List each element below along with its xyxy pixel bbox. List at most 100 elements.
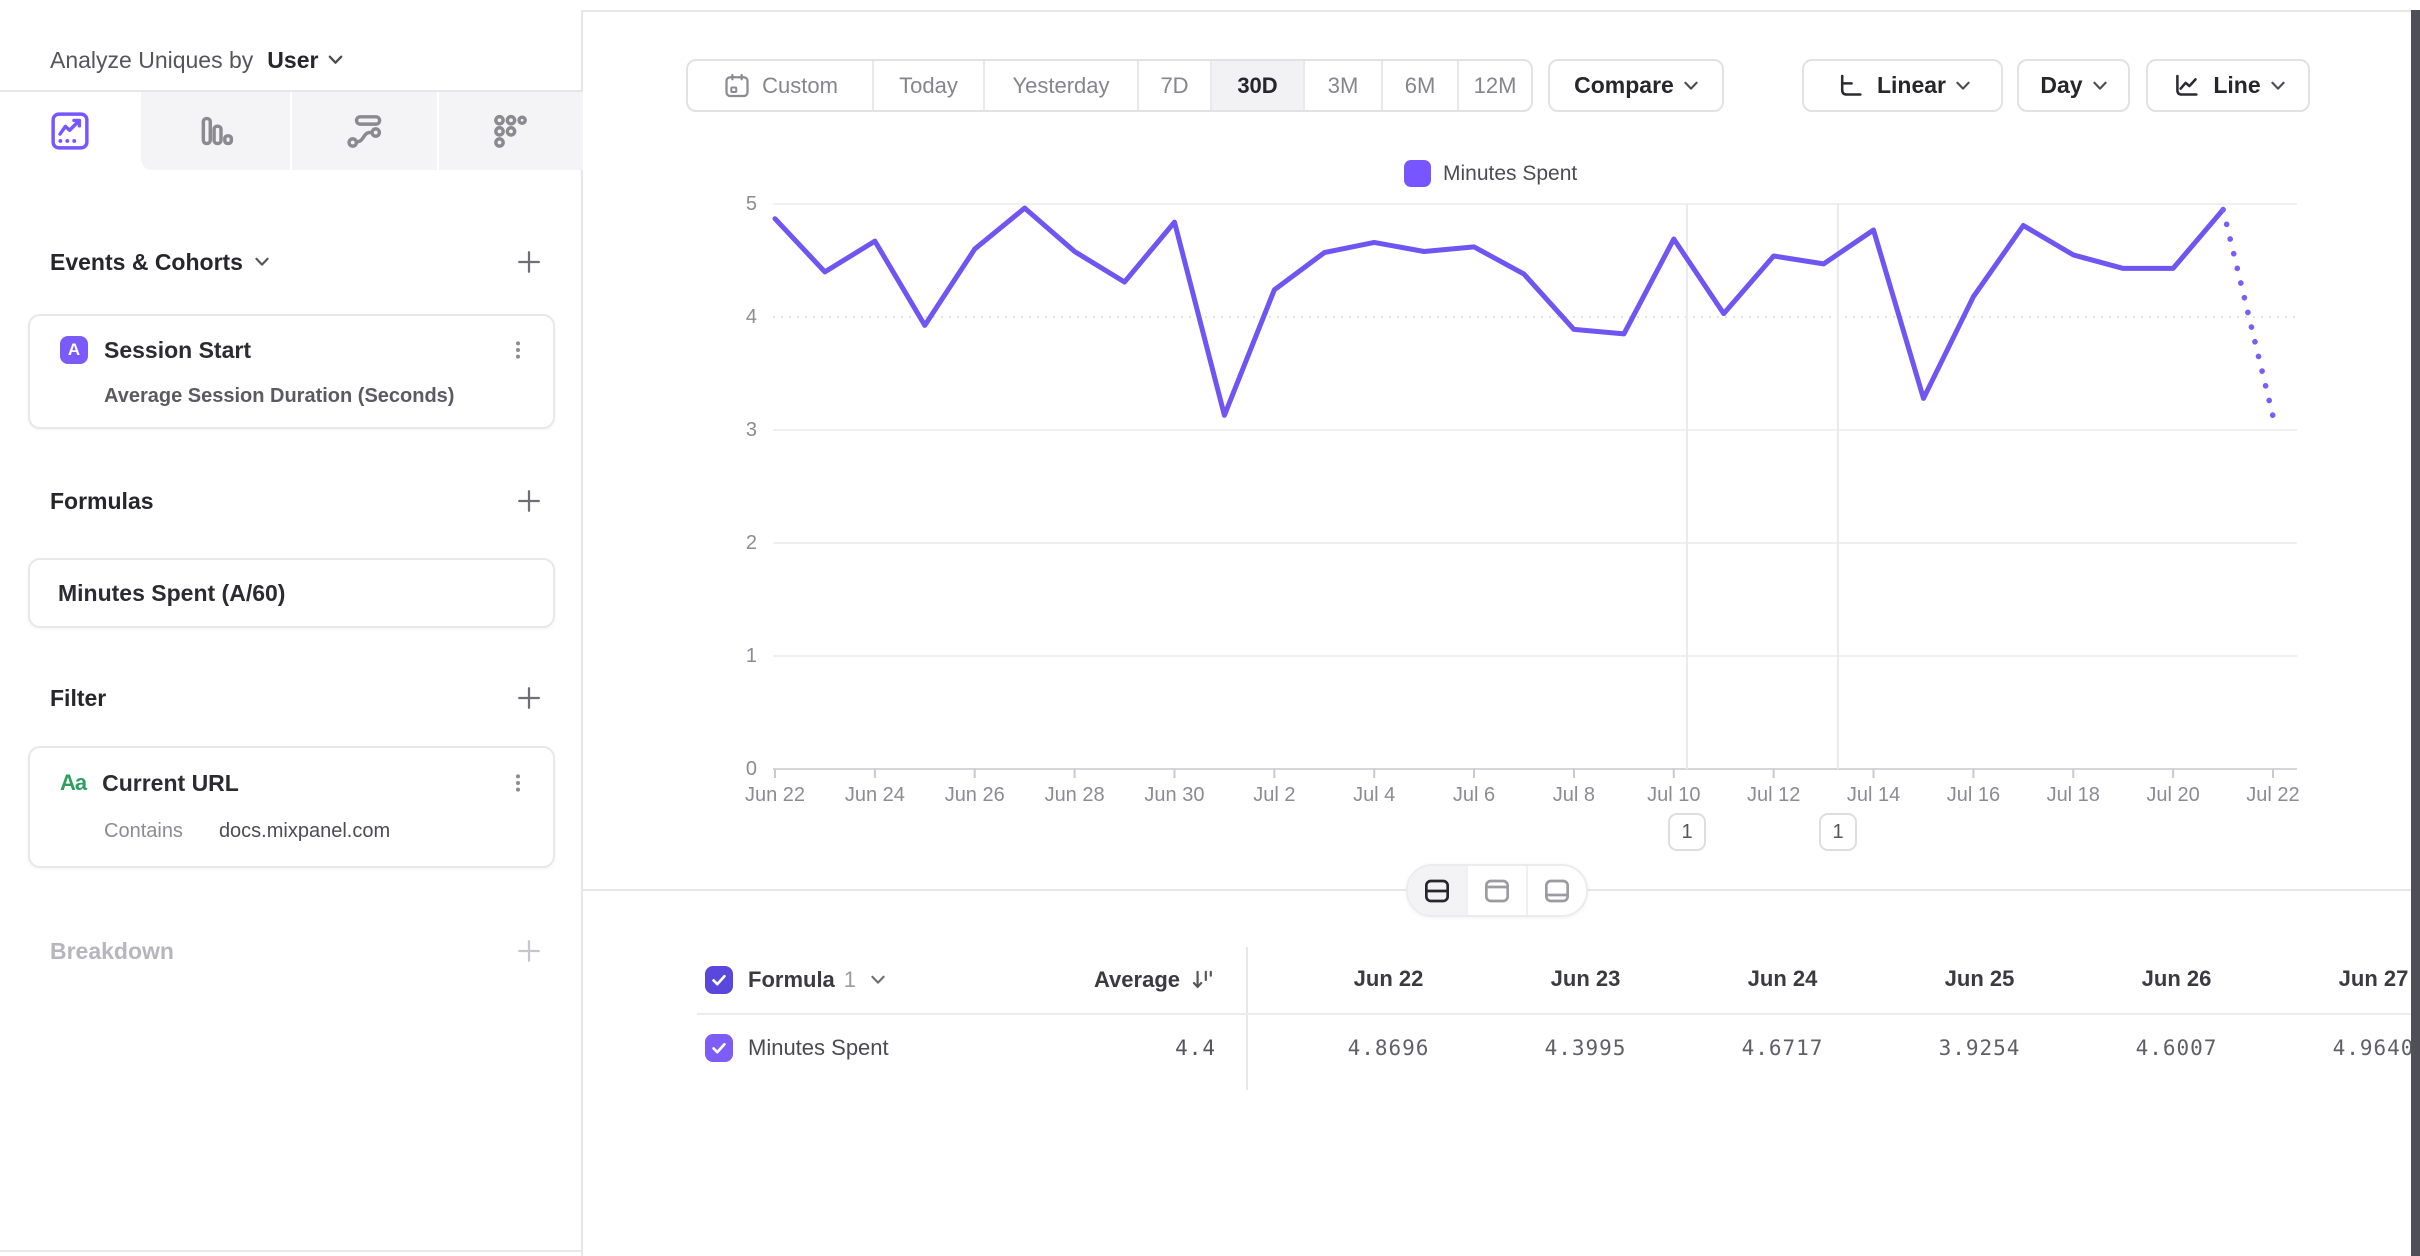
date-range-yesterday[interactable]: Yesterday	[983, 61, 1137, 110]
analyze-by-value: User	[267, 46, 319, 73]
table-cell-value: 4.8696	[1347, 1036, 1430, 1060]
legend-label: Minutes Spent	[1443, 161, 1578, 185]
annotation-badge[interactable]: 1	[1819, 813, 1857, 851]
view-toggle-table-only[interactable]	[1526, 866, 1586, 915]
table-col-header[interactable]: Jun 27	[2338, 966, 2409, 991]
x-axis-label: Jul 8	[1552, 784, 1596, 806]
view-toggle	[1406, 864, 1588, 917]
tab-bar-chart[interactable]	[139, 92, 290, 170]
tab-metric-grid[interactable]	[437, 92, 583, 170]
x-axis-label: Jul 18	[2046, 784, 2100, 806]
granularity-label: Day	[2040, 72, 2083, 98]
check-icon	[712, 974, 726, 986]
table-col-header[interactable]: Jun 24	[1747, 966, 1818, 991]
event-aggregation[interactable]: Average Session Duration (Seconds)	[104, 385, 455, 407]
chevron-down-icon[interactable]	[255, 257, 269, 267]
add-formula-button[interactable]	[511, 483, 547, 519]
tab-insights-line-chart[interactable]	[0, 92, 139, 170]
table-cell-value: 4.3995	[1544, 1036, 1627, 1060]
granularity-selector[interactable]: Day	[2017, 59, 2130, 112]
tab-flow[interactable]	[290, 92, 437, 170]
x-axis-label: Jun 28	[1044, 784, 1105, 806]
add-filter-button[interactable]	[511, 680, 547, 716]
y-axis-label: 0	[745, 758, 757, 780]
y-axis-label: 3	[745, 419, 757, 441]
add-breakdown-button[interactable]	[511, 933, 547, 969]
table-header-row: Formula 1	[705, 966, 885, 994]
table-col-header[interactable]: Jun 22	[1353, 966, 1424, 991]
event-card-session-start[interactable]: A Session Start Average Session Duration…	[28, 314, 555, 429]
x-axis-label: Jul 6	[1452, 784, 1496, 806]
x-axis-label: Jul 2	[1253, 784, 1296, 806]
row-series-name[interactable]: Minutes Spent	[748, 1035, 889, 1060]
chevron-down-icon	[1684, 81, 1698, 90]
events-cohorts-header: Events & Cohorts	[50, 242, 547, 282]
row-checkbox[interactable]	[705, 1034, 733, 1062]
filter-kebab-menu[interactable]	[501, 766, 535, 800]
calendar-icon	[725, 73, 749, 97]
vertical-scrollbar[interactable]	[2411, 10, 2420, 1256]
filter-property-title[interactable]: Current URL	[102, 769, 239, 796]
date-range-6m[interactable]: 6M	[1381, 61, 1457, 110]
x-axis-label: Jul 22	[2246, 784, 2300, 806]
filter-header: Filter	[50, 678, 547, 718]
chevron-down-icon[interactable]	[871, 975, 885, 985]
analyze-by-selector[interactable]: User	[267, 47, 343, 74]
formula-title[interactable]: Minutes Spent (A/60)	[58, 579, 286, 606]
table-cell-value: 4.6007	[2135, 1036, 2218, 1060]
y-axis-label: 1	[745, 645, 757, 667]
formulas-header: Formulas	[50, 481, 547, 521]
y-axis-label: 2	[745, 532, 757, 554]
average-label: Average	[1093, 967, 1180, 992]
table-column-divider	[1246, 947, 1248, 1090]
average-column-header[interactable]: Average	[1000, 966, 1216, 994]
date-range-label: 12M	[1473, 72, 1517, 98]
row-average-value: 4.4	[1175, 1036, 1216, 1060]
date-range-custom[interactable]: Custom	[688, 61, 872, 110]
event-kebab-menu[interactable]	[501, 333, 535, 367]
breakdown-header: Breakdown	[50, 931, 547, 971]
filter-value[interactable]: docs.mixpanel.com	[218, 820, 391, 842]
table-col-header[interactable]: Jun 25	[1944, 966, 2015, 991]
series-picker-label[interactable]: Formula	[748, 967, 835, 992]
event-title[interactable]: Session Start	[104, 336, 251, 363]
chevron-down-icon	[1956, 81, 1970, 90]
sort-icon[interactable]	[1190, 967, 1216, 993]
compare-button[interactable]: Compare	[1548, 59, 1724, 112]
filter-card-current-url[interactable]: Aa Current URL Contains docs.mixpanel.co…	[28, 746, 555, 868]
date-range-12m[interactable]: 12M	[1457, 61, 1531, 110]
chevron-down-icon	[2092, 81, 2107, 90]
table-col-header[interactable]: Jun 23	[1550, 966, 1621, 991]
annotation-badge[interactable]: 1	[1668, 813, 1706, 851]
table-col-header[interactable]: Jun 26	[2141, 966, 2212, 991]
date-range-30d-selected[interactable]: 30D	[1210, 61, 1303, 110]
date-range-3m[interactable]: 3M	[1303, 61, 1381, 110]
sidebar-bottom-divider	[0, 1250, 583, 1252]
date-range-today[interactable]: Today	[872, 61, 983, 110]
query-builder-sidebar: Analyze Uniques by User	[0, 10, 583, 1256]
formula-card[interactable]: Minutes Spent (A/60)	[28, 558, 555, 628]
x-axis-label: Jul 20	[2146, 784, 2200, 806]
add-event-button[interactable]	[511, 244, 547, 280]
filter-operator[interactable]: Contains	[104, 820, 183, 842]
x-axis-label: Jul 14	[1846, 784, 1901, 806]
chart-legend: Minutes Spent	[1404, 160, 1577, 187]
scale-selector[interactable]: Linear	[1802, 59, 2003, 112]
line-style-icon	[2176, 74, 2198, 96]
formulas-title: Formulas	[50, 487, 154, 514]
chart-style-selector[interactable]: Line	[2146, 59, 2310, 112]
date-range-label: Yesterday	[1012, 72, 1110, 98]
linear-scale-icon	[1840, 74, 1862, 96]
view-toggle-chart-only[interactable]	[1466, 866, 1526, 915]
x-axis-label: Jun 26	[944, 784, 1005, 806]
select-all-checkbox[interactable]	[705, 966, 733, 994]
chart-only-view-icon	[1485, 879, 1509, 902]
table-row-minutes-spent: Minutes Spent	[705, 1034, 889, 1062]
date-range-7d[interactable]: 7D	[1137, 61, 1210, 110]
table-cell-value: 4.9640	[2332, 1036, 2415, 1060]
date-range-label: 3M	[1327, 72, 1359, 98]
annotation-lines	[1686, 204, 1839, 769]
x-axis-label: Jul 4	[1353, 784, 1396, 806]
view-toggle-split[interactable]	[1408, 866, 1466, 915]
